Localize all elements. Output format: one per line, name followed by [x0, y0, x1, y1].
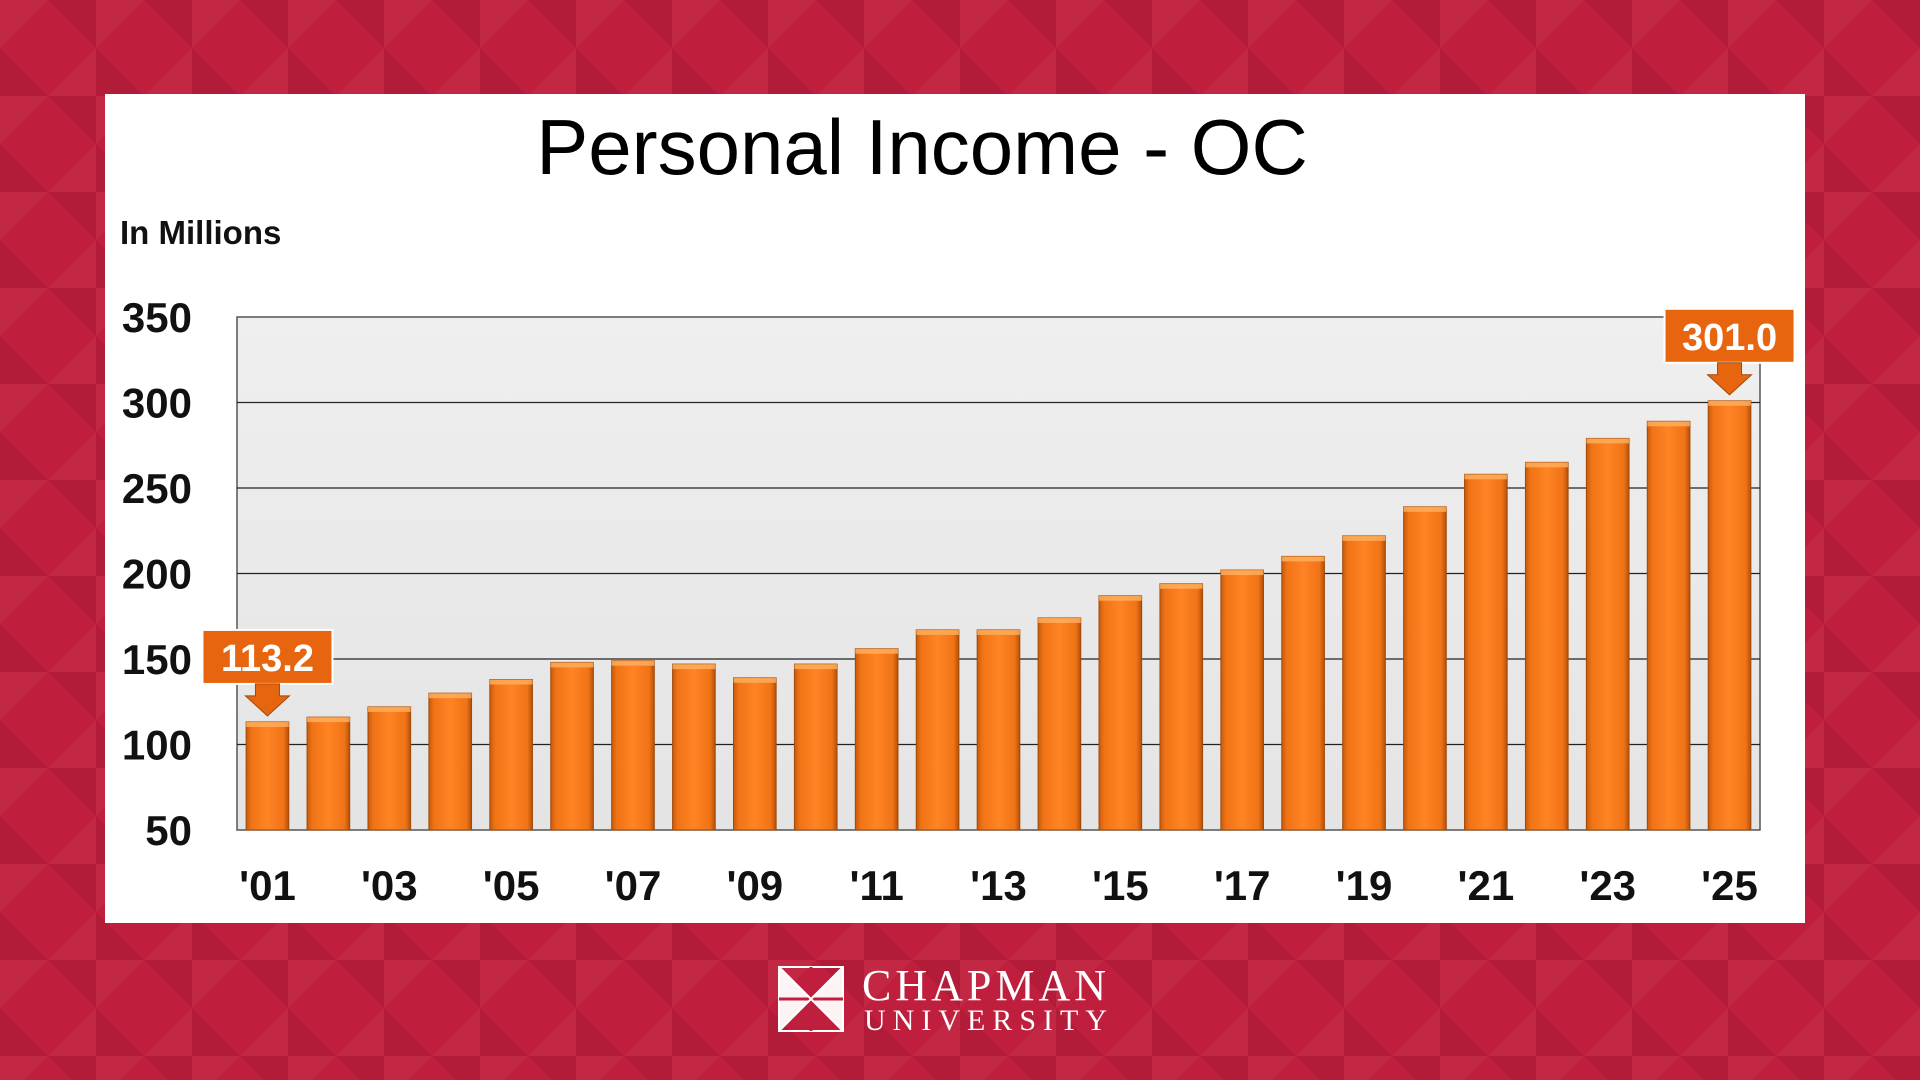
bars	[245, 400, 1752, 831]
chapman-logo: CHAPMAN UNIVERSITY	[778, 961, 1148, 1037]
bar-top-highlight	[1159, 583, 1203, 589]
bar	[854, 648, 899, 831]
x-tick-label: '25	[1701, 862, 1758, 909]
callout-arrow	[1706, 362, 1753, 396]
bar	[672, 663, 716, 831]
chart-svg: Personal Income - OC In Millions 50 100 15…	[120, 103, 1796, 909]
x-tick-label: '13	[970, 862, 1027, 909]
bar-top-highlight	[794, 664, 838, 670]
bar-top-highlight	[1464, 474, 1508, 480]
bar	[1220, 569, 1265, 831]
callout-box	[201, 628, 334, 685]
unit-label: In Millions	[120, 214, 281, 251]
bar	[1524, 461, 1569, 831]
y-tick-label: 100	[122, 722, 192, 769]
bar	[1281, 555, 1325, 831]
x-tick-label: '07	[605, 862, 662, 909]
bar	[915, 629, 960, 831]
bar-top-highlight	[1038, 617, 1081, 623]
bar-top-highlight	[307, 717, 350, 723]
bar	[1464, 473, 1508, 831]
bar-top-highlight	[855, 648, 898, 654]
bar-top-highlight	[1525, 462, 1569, 468]
callout-label: 113.2	[221, 638, 314, 680]
bar	[1098, 595, 1143, 831]
bar	[793, 663, 838, 831]
y-axis-ticks: 50 100 150 200 250 300 350	[122, 294, 192, 854]
bar	[489, 679, 533, 831]
callout-arrow	[244, 683, 291, 717]
bar-top-highlight	[611, 660, 655, 666]
callouts: 113.2 301.0	[201, 307, 1796, 717]
bar	[245, 721, 290, 831]
bar	[1585, 437, 1630, 831]
y-tick-label: 150	[122, 636, 192, 683]
value-callout: 301.0	[1663, 307, 1796, 396]
bar	[611, 660, 655, 831]
bar	[367, 706, 412, 831]
x-tick-label: '09	[726, 862, 783, 909]
value-callout: 113.2	[201, 628, 334, 717]
bar-top-highlight	[1708, 400, 1751, 406]
bar-top-highlight	[550, 662, 594, 668]
bar-top-highlight	[1099, 595, 1142, 601]
bar-top-highlight	[1342, 535, 1386, 541]
chart-panel: Personal Income - OC In Millions 50 100 15…	[105, 94, 1805, 923]
bar-top-highlight	[1586, 438, 1630, 444]
bar-top-highlight	[428, 693, 472, 699]
x-tick-label: '21	[1458, 862, 1515, 909]
bar-top-highlight	[1220, 570, 1264, 576]
bar	[1037, 617, 1082, 831]
bar	[1646, 420, 1691, 831]
bar-top-highlight	[1281, 556, 1325, 562]
x-tick-label: '15	[1092, 862, 1149, 909]
logo-subname: UNIVERSITY	[864, 1004, 1114, 1037]
chapman-window-icon	[778, 966, 844, 1032]
x-tick-label: '01	[239, 862, 296, 909]
x-tick-label: '03	[361, 862, 418, 909]
callout-box	[1663, 307, 1796, 364]
y-tick-label: 300	[122, 380, 192, 427]
callout-label: 301.0	[1682, 317, 1777, 359]
y-tick-label: 200	[122, 551, 192, 598]
bar	[1342, 535, 1386, 831]
chart-title: Personal Income - OC	[536, 103, 1308, 191]
x-tick-label: '19	[1336, 862, 1393, 909]
bar-top-highlight	[246, 721, 289, 727]
bar	[732, 677, 777, 831]
bar	[306, 716, 351, 831]
bar-top-highlight	[977, 629, 1020, 635]
bar-top-highlight	[916, 629, 959, 635]
bar	[1159, 583, 1204, 831]
bar-top-highlight	[733, 677, 777, 683]
x-tick-label: '11	[849, 862, 903, 909]
bar-top-highlight	[1403, 506, 1447, 512]
x-axis-ticks: '01 '03 '05 '07 '09 '11 '13 '15 '17 '19 '21 '23 '25	[239, 862, 1758, 909]
bar	[428, 692, 473, 831]
y-tick-label: 350	[122, 294, 192, 341]
bar-top-highlight	[672, 664, 716, 670]
x-tick-label: '17	[1214, 862, 1271, 909]
bar	[1403, 506, 1447, 831]
x-tick-label: '05	[483, 862, 540, 909]
logo-name: CHAPMAN	[862, 961, 1111, 1010]
x-tick-label: '23	[1579, 862, 1636, 909]
bar	[550, 661, 594, 831]
y-tick-label: 50	[145, 807, 192, 854]
bar	[976, 629, 1021, 831]
bar-top-highlight	[367, 706, 411, 712]
bar-top-highlight	[1647, 421, 1690, 427]
y-tick-label: 250	[122, 465, 192, 512]
bar	[1707, 400, 1752, 831]
bar-top-highlight	[489, 679, 533, 685]
